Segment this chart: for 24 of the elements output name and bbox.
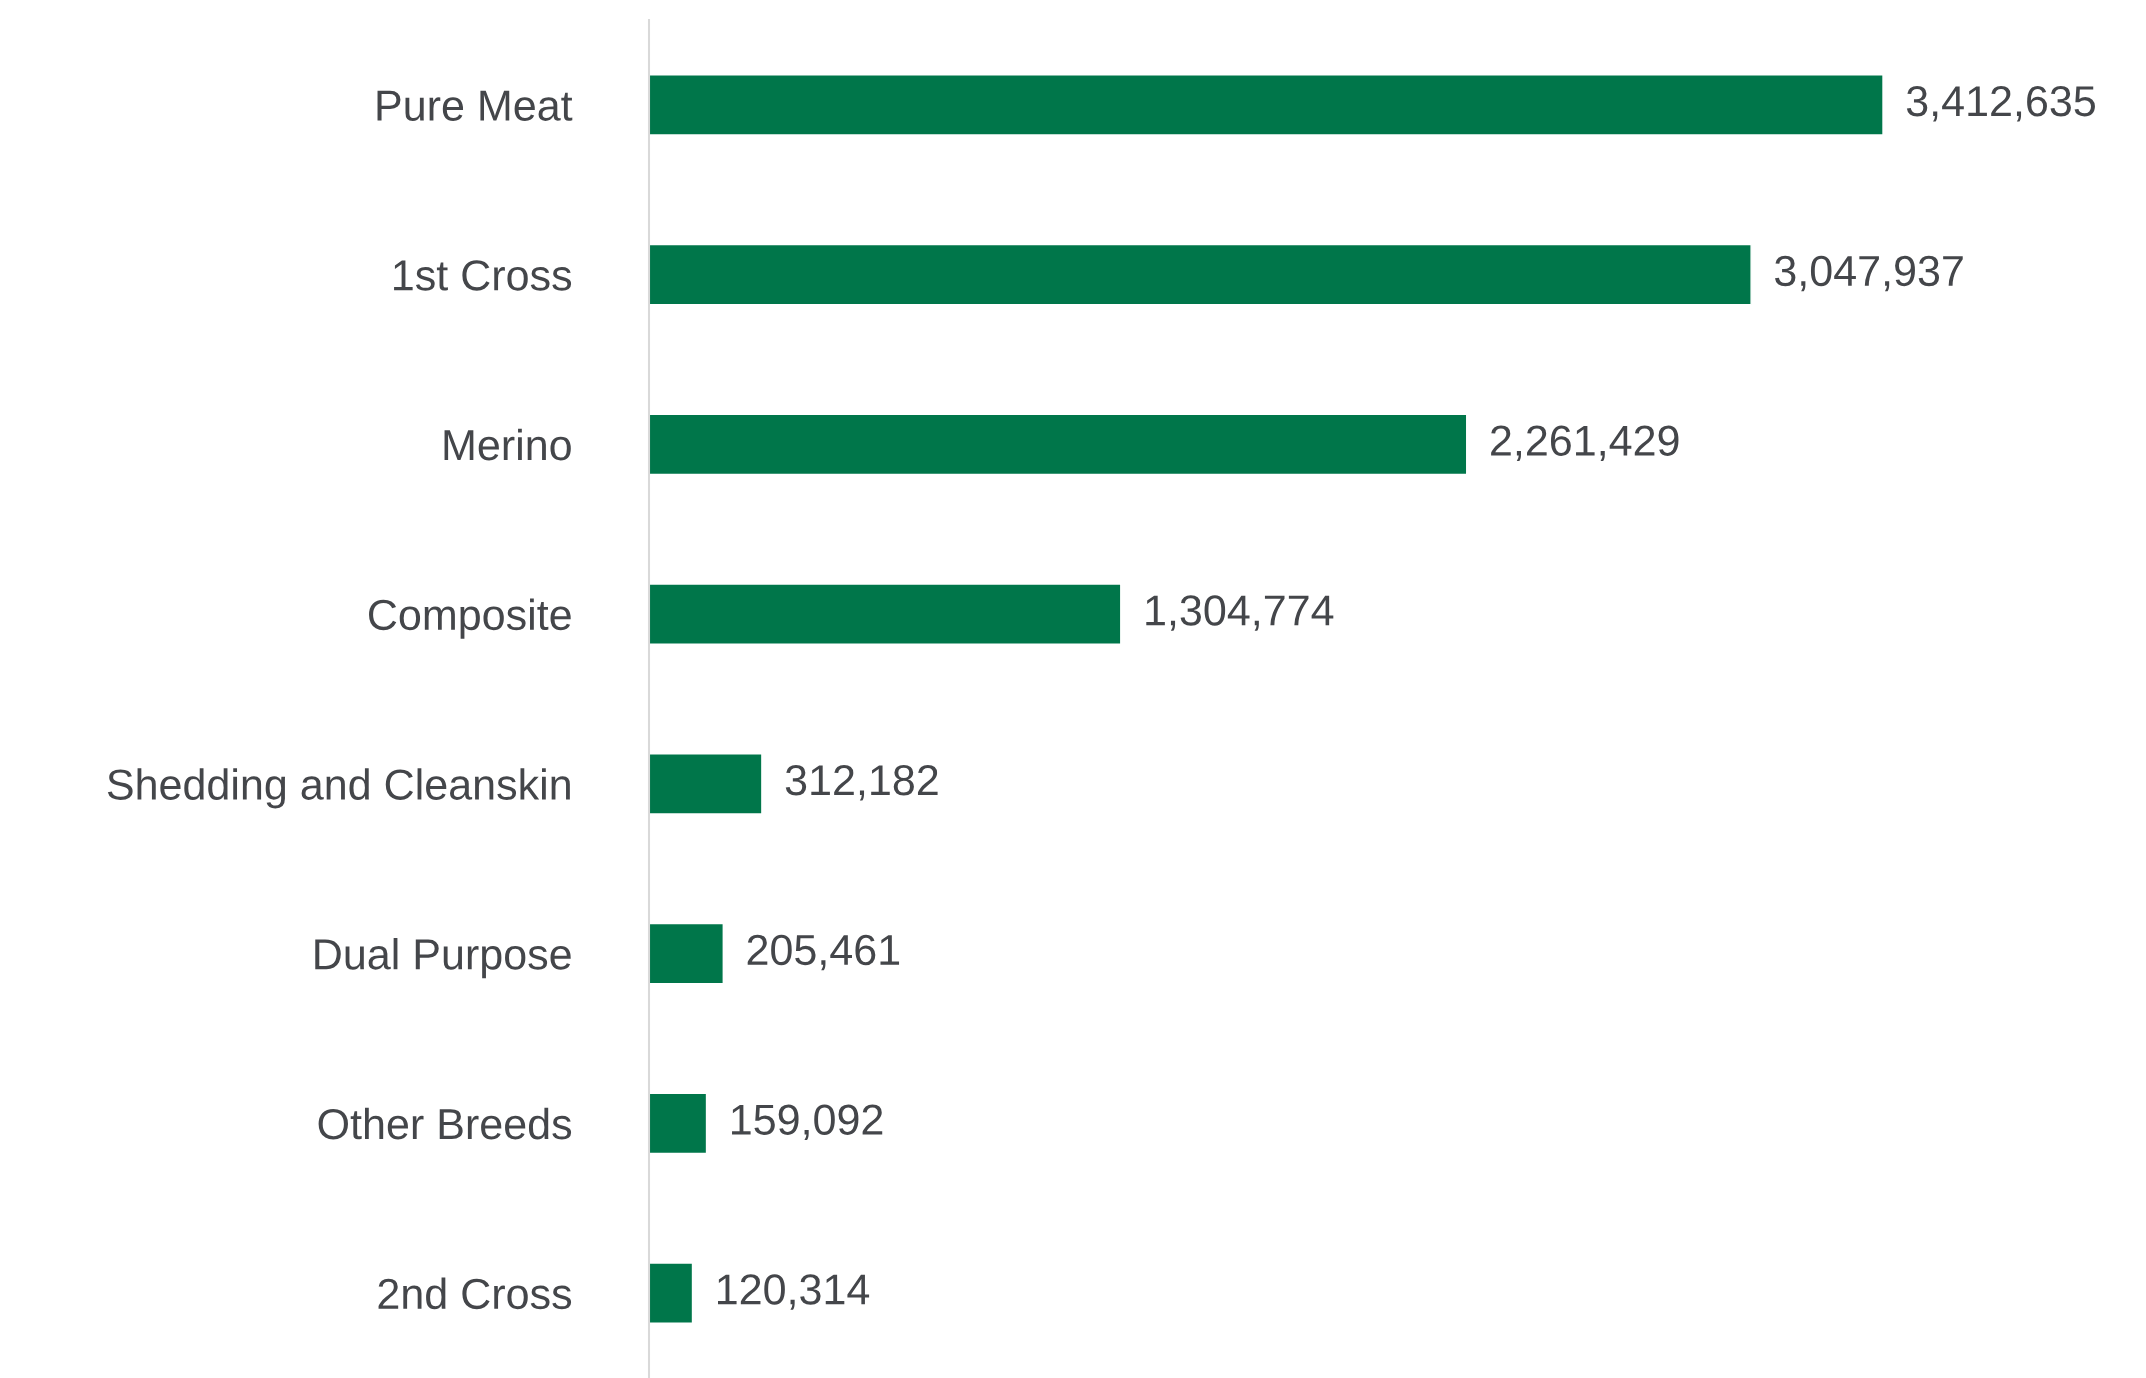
y-tick-label: Composite (369, 598, 571, 639)
data-label: 3,047,937 (1774, 255, 1963, 292)
y-tick-label: Dual Purpose (315, 938, 571, 979)
bar (649, 583, 1122, 645)
bar (649, 922, 724, 985)
bar (649, 753, 763, 815)
y-tick-label: Other Breeds (318, 1107, 572, 1140)
y-tick-label: 1st Cross (394, 260, 572, 291)
data-label: 120,314 (718, 1274, 870, 1310)
data-label: 2,261,429 (1491, 425, 1679, 462)
y-tick-label: Pure Meat (377, 90, 573, 121)
data-label: 312,182 (785, 764, 938, 801)
y-tick-label: Shedding and Cleanskin (107, 768, 570, 809)
data-label: 205,461 (747, 934, 900, 971)
bar (649, 1092, 708, 1155)
bar (649, 74, 1884, 136)
data-label: 1,304,774 (1146, 595, 1334, 631)
data-label: 159,092 (732, 1104, 883, 1141)
bar (649, 413, 1468, 476)
y-tick-label: 2nd Cross (378, 1277, 572, 1310)
y-tick-label: Merino (444, 428, 571, 461)
bar (649, 1262, 694, 1324)
bar (649, 243, 1752, 306)
data-label: 3,412,635 (1906, 85, 2095, 122)
